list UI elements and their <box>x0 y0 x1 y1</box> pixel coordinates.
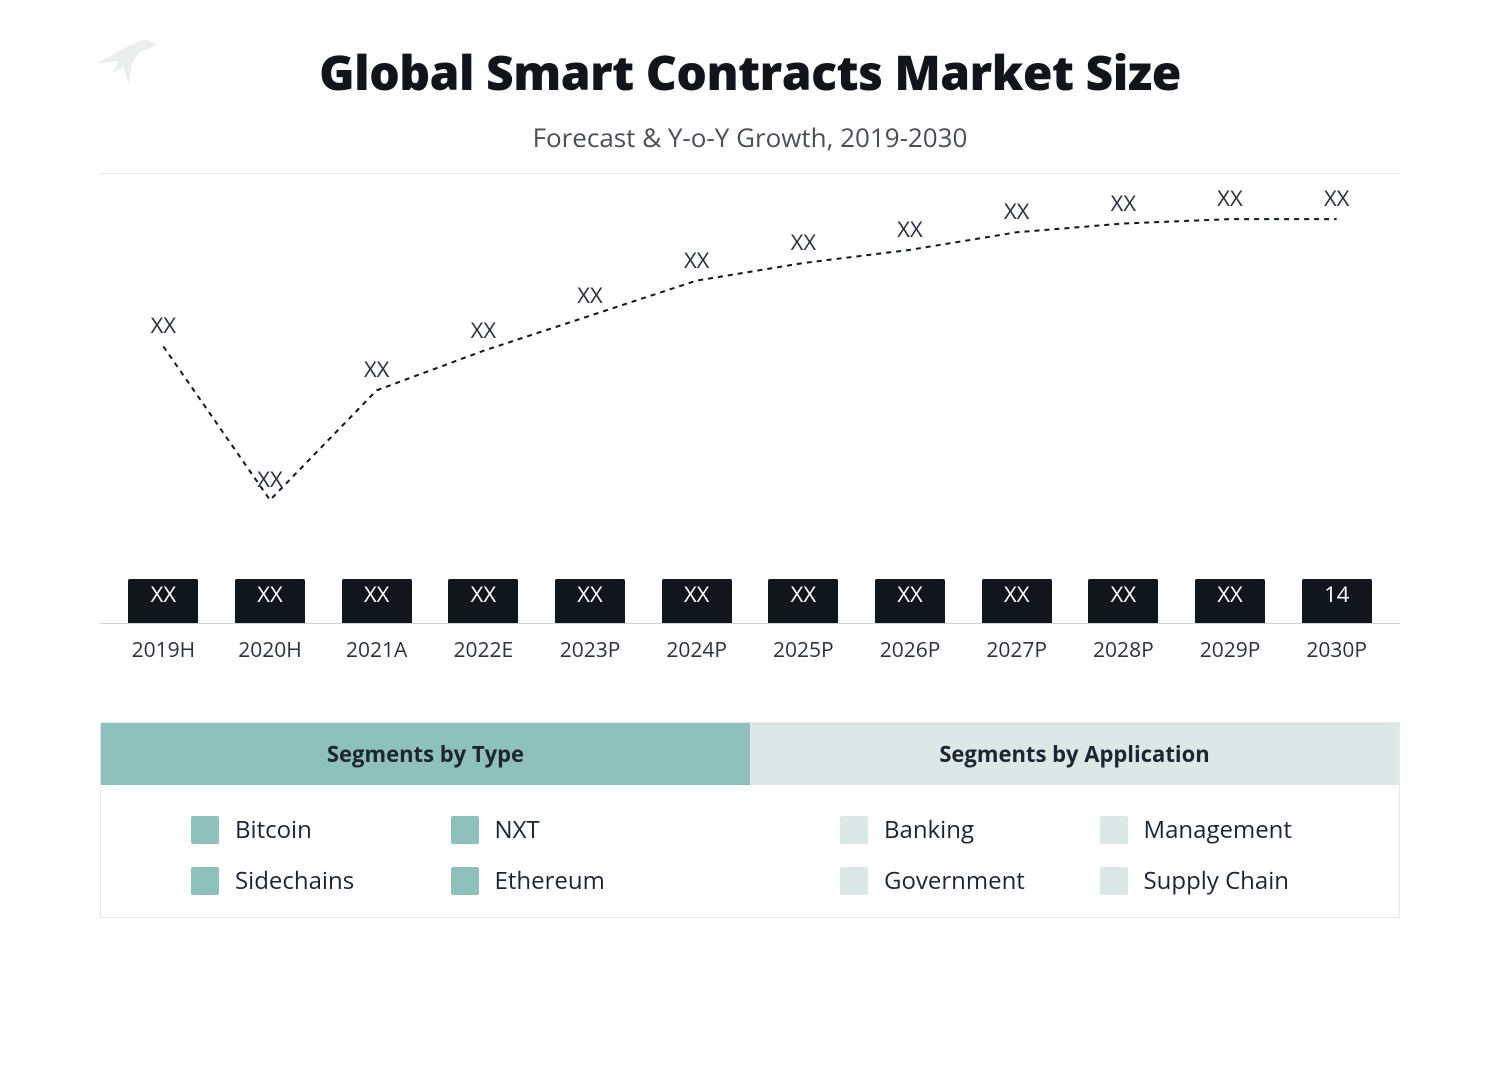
trend-point-label: XX <box>684 245 709 275</box>
segment-swatch-icon <box>191 816 219 844</box>
bird-logo-icon <box>90 25 160 95</box>
segment-swatch-icon <box>1100 816 1128 844</box>
trend-point-label: XX <box>151 310 176 340</box>
segments-panel: Segments by Type Bitcoin NXT Sidechains Eth… <box>100 722 1400 918</box>
segment-swatch-icon <box>451 867 479 895</box>
trend-point-label: XX <box>897 214 922 244</box>
segments-application-header: Segments by Application <box>750 723 1399 785</box>
segment-swatch-icon <box>191 867 219 895</box>
segment-item-label: Management <box>1144 813 1292 846</box>
trend-point-label: XX <box>1324 183 1349 213</box>
chart-subtitle: Forecast & Y-o-Y Growth, 2019-2030 <box>100 119 1400 155</box>
segment-item-label: NXT <box>495 813 540 846</box>
chart-plot-area: XXXXXXXXXXXXXXXXXXXXXX14 XXXXXXXXXXXXXXX… <box>100 184 1400 624</box>
trend-point-label: XX <box>257 464 282 494</box>
trend-point-label: XX <box>1217 183 1242 213</box>
segments-type-header: Segments by Type <box>101 723 750 785</box>
segment-item: Bitcoin <box>191 813 451 846</box>
trend-labels-group: XX XX XX XX XX XX XX XX XX XX XX XX <box>100 184 1400 623</box>
trend-point-label: XX <box>791 227 816 257</box>
x-axis-tick-label: 2023P <box>537 636 644 664</box>
segment-item-label: Government <box>884 864 1025 897</box>
chart-container: Global Smart Contracts Market Size Forec… <box>100 30 1400 918</box>
segment-item: Ethereum <box>451 864 711 897</box>
segment-swatch-icon <box>451 816 479 844</box>
trend-point-label: XX <box>577 280 602 310</box>
x-axis-tick-label: 2025P <box>750 636 857 664</box>
segments-by-application: Segments by Application Banking Managemen… <box>750 723 1399 917</box>
segments-application-list: Banking Management Government Supply Chain <box>750 785 1399 917</box>
x-axis-tick-label: 2029P <box>1177 636 1284 664</box>
segments-type-list: Bitcoin NXT Sidechains Ethereum <box>101 785 750 917</box>
x-axis-tick-label: 2020H <box>217 636 324 664</box>
trend-point-label: XX <box>1004 196 1029 226</box>
chart-title: Global Smart Contracts Market Size <box>100 40 1400 105</box>
segment-item: Supply Chain <box>1100 864 1360 897</box>
x-axis-labels: 2019H2020H2021A2022E2023P2024P2025P2026P… <box>100 636 1400 664</box>
segment-swatch-icon <box>840 816 868 844</box>
x-axis-tick-label: 2021A <box>323 636 430 664</box>
x-axis-tick-label: 2019H <box>110 636 217 664</box>
x-axis-tick-label: 2030P <box>1283 636 1390 664</box>
x-axis-tick-label: 2028P <box>1070 636 1177 664</box>
x-axis-tick-label: 2022E <box>430 636 537 664</box>
header-separator <box>100 173 1400 174</box>
segment-swatch-icon <box>840 867 868 895</box>
segment-swatch-icon <box>1100 867 1128 895</box>
trend-point-label: XX <box>364 354 389 384</box>
x-axis-tick-label: 2027P <box>963 636 1070 664</box>
header: Global Smart Contracts Market Size Forec… <box>100 30 1400 174</box>
x-axis-tick-label: 2024P <box>643 636 750 664</box>
segment-item: Management <box>1100 813 1360 846</box>
x-axis-tick-label: 2026P <box>857 636 964 664</box>
trend-point-label: XX <box>1111 188 1136 218</box>
segment-item-label: Ethereum <box>495 864 605 897</box>
segment-item-label: Sidechains <box>235 864 354 897</box>
segment-item-label: Bitcoin <box>235 813 312 846</box>
segment-item: Sidechains <box>191 864 451 897</box>
segment-item: NXT <box>451 813 711 846</box>
segment-item: Banking <box>840 813 1100 846</box>
segments-by-type: Segments by Type Bitcoin NXT Sidechains Eth… <box>101 723 750 917</box>
segment-item: Government <box>840 864 1100 897</box>
segment-item-label: Supply Chain <box>1144 864 1290 897</box>
trend-point-label: XX <box>471 315 496 345</box>
segment-item-label: Banking <box>884 813 974 846</box>
